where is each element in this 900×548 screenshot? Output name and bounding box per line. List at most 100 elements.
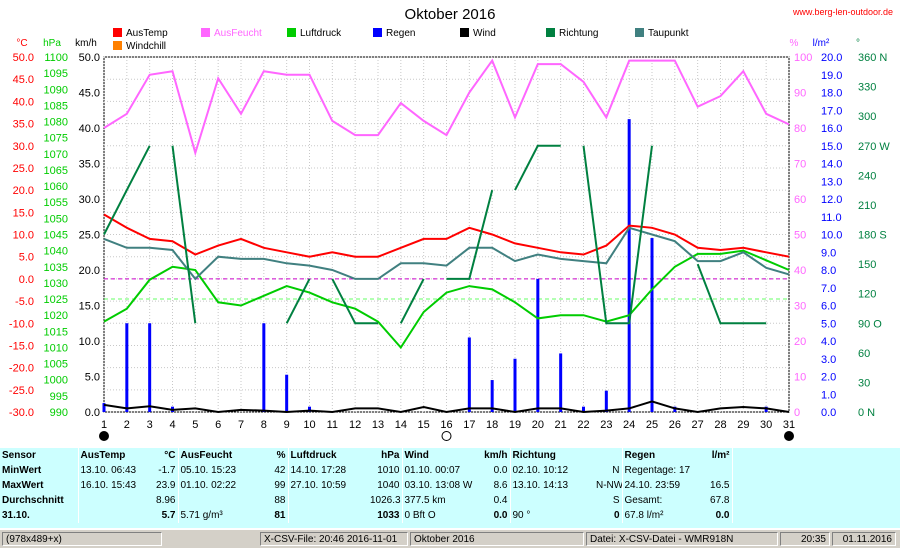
stats-cell: 13.10. 14:13 [509,478,594,493]
stats-cell: 02.10. 10:12 [509,463,594,478]
wind-tick-label: 50.0 [79,52,100,64]
stats-cell: Luftdruck [287,448,368,463]
stats-cell: 1040 [377,480,400,491]
x-tick-label: 24 [623,419,635,431]
status-month: Oktober 2016 [410,532,584,546]
pressure-tick-label: 1020 [44,310,68,322]
direction-tick-label: 60 [858,348,870,360]
stats-filler-cell [731,463,888,478]
temp-tick-label: 40.0 [13,96,34,108]
humidity-tick-label: 20 [794,336,806,348]
pressure-tick-label: 1000 [44,375,68,387]
stats-cell: 24.10. 23:59 [621,478,704,493]
pressure-tick-label: 1035 [44,262,68,274]
stats-filler-cell [731,508,888,523]
pressure-tick-label: 1045 [44,230,68,242]
direction-tick-label: 300 [858,111,876,123]
stats-filler-cell [731,493,888,508]
stats-cell [509,493,594,508]
stats-cell: Durchschnitt [2,495,64,506]
stats-cell: 5.7 [161,510,176,521]
legend-label: Luftdruck [300,28,342,39]
temp-tick-label: 35.0 [13,119,34,131]
series-line-richtung [171,145,197,324]
stats-cell: 0.0 [715,510,730,521]
stats-cell: 42 [274,465,286,476]
series-line-luftdruck [103,249,790,350]
rain-tick-label: 9.0 [821,247,836,259]
rain-tick-label: 1.0 [821,389,836,401]
rain-tick-label: 0.0 [821,407,836,419]
legend-label: Regen [386,28,415,39]
status-date: 01.11.2016 [832,532,896,546]
full-moon-icon [784,431,794,441]
rain-bar [536,278,540,412]
stats-cell: MaxWert [2,480,44,491]
rain-bar [148,323,152,412]
legend-label: Windchill [126,41,166,52]
rain-tick-label: 16.0 [821,123,842,135]
x-tick-label: 30 [760,419,772,431]
stats-cell [594,448,622,463]
stats-cell: 1010 [377,465,400,476]
wind-unit-label: km/h [75,38,97,49]
stats-cell [77,493,150,508]
legend-label: Wind [473,28,496,39]
stats-cell: hPa [381,450,400,461]
temp-tick-label: -30.0 [9,407,34,419]
series-line-taupunkt [103,226,790,281]
direction-tick-label: 330 [858,82,876,94]
direction-tick-label: 240 [858,170,876,182]
x-tick-label: 15 [418,419,430,431]
pressure-tick-label: 1010 [44,342,68,354]
x-tick-label: 20 [532,419,544,431]
stats-cell: 0.0 [493,465,508,476]
rain-bar [650,238,654,412]
rain-tick-label: 13.0 [821,176,842,188]
series-line-richtung [331,278,378,325]
rain-bar [627,119,631,412]
temp-tick-label: 0.0 [19,274,34,286]
stats-filler-cell [731,478,888,493]
humidity-tick-label: 90 [794,88,806,100]
rain-tick-label: 5.0 [821,318,836,330]
stats-cell: 0 [613,510,620,521]
stats-cell: AusTemp [77,448,150,463]
stats-cell [177,493,260,508]
pressure-tick-label: 1055 [44,197,68,209]
stats-cell: 31.10. [2,510,30,521]
x-tick-label: 29 [737,419,749,431]
temp-tick-label: 45.0 [13,74,34,86]
stats-cell: 88 [274,495,286,506]
rain-tick-label: 18.0 [821,88,842,100]
pressure-tick-label: 1005 [44,359,68,371]
rain-tick-label: 17.0 [821,105,842,117]
x-tick-label: 5 [192,419,198,431]
x-tick-label: 4 [169,419,175,431]
statistics-panel: Sensor AusTemp °C AusFeucht% Luftdruck hPa Win… [0,448,900,528]
stats-row: MaxWert 16.10. 15:43 23.9 01.10. 02:22 99 27.… [0,478,888,493]
rain-tick-label: 7.0 [821,283,836,295]
temp-tick-label: 25.0 [13,163,34,175]
temp-tick-label: -20.0 [9,363,34,375]
stats-cell [287,508,368,523]
x-tick-label: 12 [349,419,361,431]
series-line-richtung [285,278,311,324]
temp-tick-label: -10.0 [9,318,34,330]
direction-tick-label: 210 [858,200,876,212]
rain-tick-label: 14.0 [821,159,842,171]
series-lines [103,58,790,414]
status-file: X-CSV-File: 20:46 2016-11-01 [260,532,408,546]
stats-cell: S [612,495,620,506]
stats-cell: -1.7 [158,465,176,476]
stats-cell: 14.10. 17:28 [287,463,368,478]
x-tick-label: 16 [440,419,452,431]
stats-cell: 5.71 g/m³ [177,508,260,523]
stats-cell: Regen [621,448,704,463]
pressure-tick-label: 1080 [44,117,68,129]
rain-tick-label: 12.0 [821,194,842,206]
direction-tick-label: 30 [858,377,870,389]
stats-cell: Richtung [509,448,594,463]
legend-swatch [546,28,555,37]
stats-cell: l/m² [711,450,730,461]
